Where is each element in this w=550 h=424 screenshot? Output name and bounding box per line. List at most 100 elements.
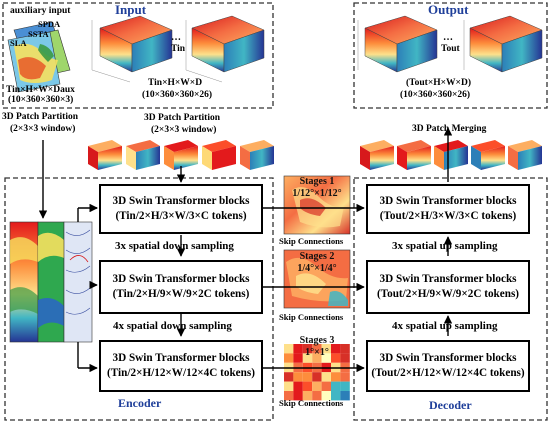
- output-shape: (10×360×360×26): [400, 90, 471, 100]
- encoder-sampling-1: 3x spatial down sampling: [115, 240, 234, 252]
- decoder-block-1-tokens: (Tout/2×H/3×W/3×C tokens): [379, 210, 517, 222]
- patch-merging-label: 3D Patch Merging: [412, 124, 487, 134]
- stage-3-cell: [284, 353, 294, 363]
- stage-3-cell: [284, 381, 294, 391]
- stage-3-name: Stages 3: [299, 335, 335, 346]
- stage-3-cell: [284, 344, 294, 354]
- stage-3-cell: [312, 381, 322, 391]
- input-shape: (10×360×360×26): [142, 90, 213, 100]
- stage-3-cell: [340, 391, 350, 401]
- stage-2-name: Stages 2: [299, 251, 335, 262]
- input-panel-border: [2, 2, 274, 109]
- input-volume-2: [185, 15, 265, 83]
- stage-3-cell: [331, 381, 341, 391]
- aux-input-label: auxiliary input: [10, 6, 71, 16]
- stage-3-cell: [302, 344, 313, 354]
- stage-2-map: [283, 249, 351, 309]
- aux-layer-sla: SLA: [10, 38, 27, 48]
- stage-3-cell: [321, 391, 331, 401]
- stage-3-cell: [321, 372, 331, 382]
- stage-3-resolution: 1°×1°: [305, 347, 329, 358]
- stage-3-cell: [293, 344, 303, 354]
- encoder-input-maps: [9, 221, 93, 343]
- aux-dims: Tin×H×W×Daux: [6, 85, 75, 95]
- output-ellipsis-label: Tout: [441, 44, 460, 54]
- patch-partition-left-2: (2×3×3 window): [10, 124, 76, 134]
- decoder-block-3-title: 3D Swin Transformer blocks: [379, 352, 517, 364]
- input-dims: Tin×H×W×D: [148, 78, 203, 88]
- output-volume-1: [357, 15, 438, 73]
- input-patch-cubes: [88, 140, 274, 170]
- stage-1-resolution: 1/12°×1/12°: [292, 188, 342, 199]
- stage-3-cell: [302, 391, 313, 401]
- decoder-block-3: 3D Swin Transformer blocks (Tout/2×H/12×…: [366, 340, 530, 392]
- output-ellipsis: …: [443, 32, 453, 43]
- stage-3-cell: [340, 353, 350, 363]
- aux-layer-spda: SPDA: [38, 19, 61, 29]
- decoder-block-1-title: 3D Swin Transformer blocks: [379, 195, 517, 207]
- stage-3-cell: [340, 381, 350, 391]
- stage-3-cell: [340, 344, 350, 354]
- decoder-label: Decoder: [429, 398, 472, 412]
- stage-3-cell: [284, 372, 294, 382]
- encoder-block-2-tokens: (Tin/2×H/9×W/9×2C tokens): [112, 288, 250, 300]
- encoder-block-3: 3D Swin Transformer blocks (Tin/2×H/12×W…: [99, 340, 263, 392]
- output-dims: (Tout×H×W×D): [406, 78, 471, 88]
- encoder-block-1-title: 3D Swin Transformer blocks: [112, 195, 250, 207]
- encoder-block-1-tokens: (Tin/2×H/3×W/3×C tokens): [115, 210, 247, 222]
- stage-3-cell: [321, 381, 331, 391]
- stage-3-cell: [302, 353, 313, 363]
- decoder-block-1: 3D Swin Transformer blocks (Tout/2×H/3×W…: [366, 184, 530, 234]
- stage-3-cell: [312, 344, 322, 354]
- stage-2-label: Stages 2 1/4°×1/4°: [287, 251, 347, 275]
- decoder-block-2: 3D Swin Transformer blocks (Tout/2×H/9×W…: [366, 260, 530, 314]
- stage-1-name: Stages 1: [299, 176, 335, 187]
- stage-3-cell: [312, 391, 322, 401]
- stage-3-cell: [302, 372, 313, 382]
- encoder-block-2: 3D Swin Transformer blocks (Tin/2×H/9×W/…: [99, 260, 263, 314]
- stage-3-cell: [321, 353, 331, 363]
- stage-3-cell: [293, 391, 303, 401]
- decoder-block-3-tokens: (Tout/2×H/12×W/12×4C tokens): [371, 367, 525, 379]
- skip-label-3: Skip Connections: [279, 398, 344, 408]
- output-patch-cubes: [360, 140, 542, 170]
- output-title: Output: [428, 2, 469, 17]
- decoder-block-2-title: 3D Swin Transformer blocks: [379, 273, 517, 285]
- encoder-block-2-title: 3D Swin Transformer blocks: [112, 273, 250, 285]
- stage-3-cell: [293, 381, 303, 391]
- stage-1-map: [283, 175, 351, 235]
- patch-partition-left-1: 3D Patch Partition: [2, 112, 78, 122]
- stage-3-cell: [284, 391, 294, 401]
- decoder-sampling-2: 4x spatial up sampling: [392, 320, 498, 332]
- decoder-block-2-tokens: (Tout/2×H/9×W/9×2C tokens): [376, 288, 520, 300]
- stage-3-cell: [302, 381, 313, 391]
- decoder-sampling-1: 3x spatial up sampling: [392, 240, 498, 252]
- input-ellipsis-label: Tin: [171, 44, 186, 54]
- patch-partition-mid-2: (2×3×3 window): [151, 125, 217, 135]
- stage-3-cell: [293, 372, 303, 382]
- stage-3-cell: [321, 344, 331, 354]
- encoder-block-3-title: 3D Swin Transformer blocks: [112, 352, 250, 364]
- encoder-block-1: 3D Swin Transformer blocks (Tin/2×H/3×W/…: [99, 184, 263, 234]
- stage-3-cell: [331, 391, 341, 401]
- patch-partition-mid-1: 3D Patch Partition: [144, 113, 220, 123]
- skip-label-2: Skip Connections: [279, 312, 344, 322]
- encoder-block-3-tokens: (Tin/2×H/12×W/12×4C tokens): [107, 367, 255, 379]
- encoder-sampling-2: 4x spatial down sampling: [113, 320, 232, 332]
- decoder-panel-border: [353, 177, 548, 421]
- encoder-panel-border: [4, 177, 274, 421]
- input-volume-1: [91, 15, 173, 83]
- stage-3-cell: [331, 353, 341, 363]
- input-title: Input: [115, 2, 147, 17]
- aux-shape: (10×360×360×3): [8, 95, 74, 105]
- stage-1-label: Stages 1 1/12°×1/12°: [287, 176, 347, 200]
- stage-3-cell: [293, 353, 303, 363]
- output-volume-2: [463, 15, 543, 73]
- output-panel-border: [353, 2, 548, 109]
- stage-2-resolution: 1/4°×1/4°: [297, 263, 337, 274]
- stage-3-cell: [340, 372, 350, 382]
- stage-3-label: Stages 3 1°×1°: [287, 335, 347, 359]
- stage-3-cell: [331, 372, 341, 382]
- stage-3-cell: [312, 353, 322, 363]
